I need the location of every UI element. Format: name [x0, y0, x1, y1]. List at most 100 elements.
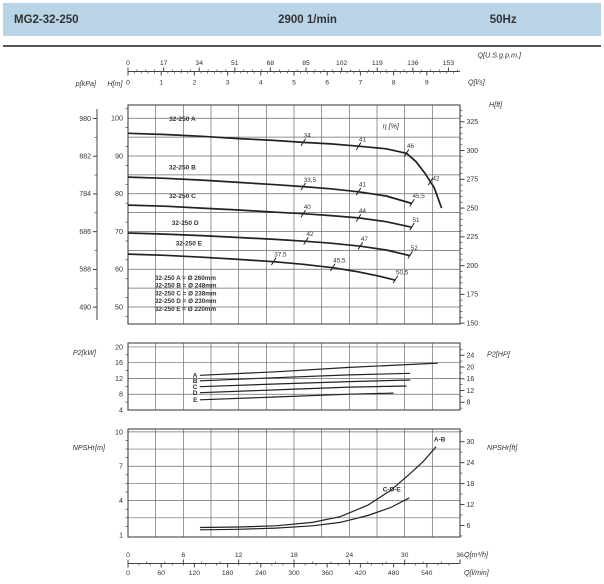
- svg-text:34: 34: [304, 133, 312, 140]
- svg-text:10: 10: [115, 427, 123, 436]
- svg-text:C: C: [193, 384, 198, 391]
- svg-text:9: 9: [425, 80, 429, 87]
- svg-text:H[ft]: H[ft]: [489, 100, 503, 109]
- svg-text:20: 20: [467, 364, 475, 371]
- bottom-q-axis: 0 6 12 18 24 30 360 60 120 180 240 300 360 420 480 540Q…: [126, 550, 490, 577]
- svg-text:45,5: 45,5: [413, 193, 426, 200]
- svg-text:32-250 D = Ø 230mm: 32-250 D = Ø 230mm: [155, 298, 217, 305]
- svg-text:24: 24: [467, 353, 475, 360]
- svg-text:33,5: 33,5: [304, 177, 317, 184]
- svg-text:18: 18: [290, 552, 298, 559]
- svg-text:100: 100: [111, 114, 123, 123]
- grid: [127, 104, 461, 538]
- npsh-axes: 10 7 4 1 30 24 18 12 6 NPSHr[m] NPSHr[ft]: [73, 427, 519, 539]
- svg-text:8: 8: [119, 390, 123, 399]
- svg-text:12: 12: [235, 552, 243, 559]
- svg-text:4: 4: [119, 405, 123, 414]
- svg-text:1: 1: [119, 530, 123, 539]
- svg-text:686: 686: [79, 229, 91, 236]
- p2-axes: 20 16 12 8 4 24 20 16 12 8 P2[kW] P2[HP]: [73, 342, 511, 414]
- svg-text:32-250 B: 32-250 B: [169, 165, 196, 172]
- svg-text:50,5: 50,5: [396, 270, 409, 277]
- svg-text:60: 60: [115, 265, 123, 274]
- svg-text:32-250 D: 32-250 D: [172, 220, 199, 227]
- svg-text:32-250 A: 32-250 A: [169, 116, 196, 123]
- svg-text:1: 1: [159, 80, 163, 87]
- svg-text:360: 360: [322, 570, 334, 577]
- svg-text:20: 20: [115, 342, 123, 351]
- svg-text:16: 16: [467, 376, 475, 383]
- svg-text:24: 24: [467, 460, 475, 467]
- svg-text:980: 980: [79, 116, 91, 123]
- svg-text:A-B: A-B: [434, 437, 446, 444]
- svg-text:240: 240: [255, 570, 267, 577]
- svg-text:120: 120: [189, 570, 201, 577]
- npsh-curves: A-B C-D-E: [199, 437, 446, 531]
- svg-text:45,5: 45,5: [333, 258, 346, 265]
- svg-text:H[m]: H[m]: [107, 79, 123, 88]
- svg-text:17: 17: [160, 60, 168, 67]
- svg-text:B: B: [193, 378, 198, 385]
- svg-text:52: 52: [411, 245, 419, 252]
- svg-text:225: 225: [467, 234, 479, 241]
- svg-text:36: 36: [456, 552, 464, 559]
- curve-32-250-D: [127, 232, 411, 257]
- svg-text:41: 41: [359, 136, 367, 143]
- svg-text:E: E: [193, 397, 198, 404]
- svg-text:32-250 E = Ø 220mm: 32-250 E = Ø 220mm: [155, 306, 216, 313]
- svg-text:46: 46: [407, 143, 415, 150]
- svg-text:6: 6: [325, 80, 329, 87]
- svg-text:18: 18: [467, 481, 475, 488]
- svg-text:32-250 E: 32-250 E: [176, 240, 203, 247]
- curve-32-250-E: [127, 253, 396, 282]
- p2-curve-D: [199, 385, 407, 394]
- svg-text:6: 6: [467, 523, 471, 530]
- svg-text:8: 8: [467, 400, 471, 407]
- svg-text:300: 300: [288, 570, 300, 577]
- svg-text:3: 3: [226, 80, 230, 87]
- svg-text:180: 180: [222, 570, 234, 577]
- svg-text:24: 24: [346, 552, 354, 559]
- npsh-curve-C-D-E: [199, 497, 410, 531]
- svg-text:Q[m³/h]: Q[m³/h]: [464, 550, 489, 559]
- svg-text:30: 30: [467, 439, 475, 446]
- svg-text:12: 12: [467, 502, 475, 509]
- svg-text:60: 60: [157, 570, 165, 577]
- svg-text:D: D: [193, 390, 198, 397]
- svg-text:η [%]: η [%]: [383, 121, 400, 130]
- svg-text:588: 588: [79, 267, 91, 274]
- svg-text:42: 42: [432, 176, 440, 183]
- svg-text:NPSHr[ft]: NPSHr[ft]: [487, 443, 518, 452]
- curve-32-250-B: [127, 176, 413, 205]
- svg-text:4: 4: [259, 80, 263, 87]
- svg-text:32-250 B = Ø 248mm: 32-250 B = Ø 248mm: [155, 283, 217, 290]
- curve-32-250-C: [127, 204, 413, 229]
- svg-text:7: 7: [359, 80, 363, 87]
- svg-text:68: 68: [267, 60, 275, 67]
- svg-text:47: 47: [361, 236, 369, 243]
- npsh-curve-A-B: [199, 446, 437, 529]
- pump-speed-label: 2900 1/min: [278, 13, 337, 26]
- svg-text:90: 90: [115, 151, 123, 160]
- p2-curve-C: [199, 379, 411, 388]
- svg-text:51: 51: [413, 217, 421, 224]
- svg-text:480: 480: [388, 570, 400, 577]
- svg-text:6: 6: [181, 552, 185, 559]
- header-divider: [3, 45, 601, 47]
- p2-curve-E: [199, 392, 394, 401]
- svg-text:Q[l/min]: Q[l/min]: [464, 568, 490, 577]
- svg-text:p[kPa]: p[kPa]: [75, 79, 97, 88]
- svg-text:32-250 A = Ø 260mm: 32-250 A = Ø 260mm: [155, 275, 216, 282]
- svg-text:16: 16: [115, 358, 123, 367]
- svg-text:300: 300: [467, 148, 479, 155]
- header-bar: MG2-32-250 2900 1/min 50Hz: [3, 3, 601, 36]
- svg-text:42: 42: [306, 231, 314, 238]
- svg-text:85: 85: [302, 60, 310, 67]
- svg-text:200: 200: [467, 263, 479, 270]
- svg-text:37,5: 37,5: [274, 252, 287, 259]
- svg-text:40: 40: [304, 204, 312, 211]
- svg-text:420: 420: [355, 570, 367, 577]
